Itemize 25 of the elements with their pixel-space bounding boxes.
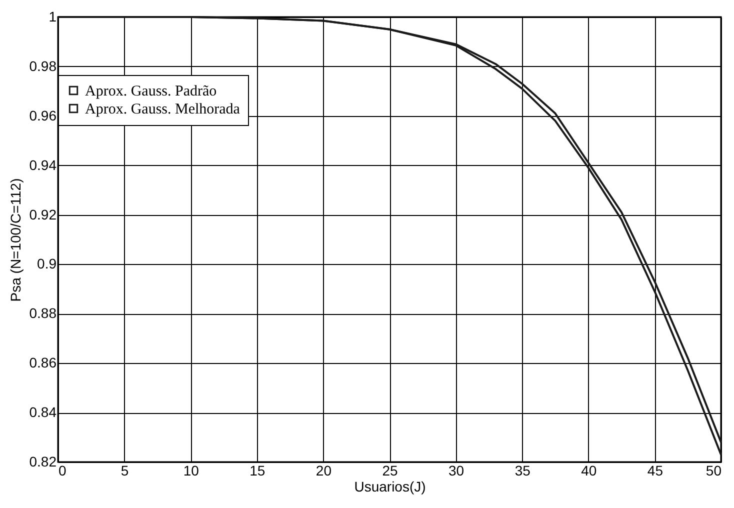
x-tick-label: 10	[183, 462, 200, 478]
x-tick-label: 40	[581, 462, 597, 478]
legend-label: Aprox. Gauss. Padrão	[85, 84, 217, 100]
x-tick-label: 30	[448, 462, 464, 478]
x-tick-label: 5	[120, 462, 129, 478]
y-axis-title: Psa (N=100/C=112)	[7, 178, 24, 302]
x-tick-label: 45	[647, 462, 664, 478]
y-tick-label: 0.82	[29, 454, 57, 470]
y-tick-label: 0.84	[29, 404, 57, 420]
y-tick-label: 0.94	[29, 156, 57, 173]
y-tick-label: 1	[48, 8, 57, 24]
y-tick-label: 0.98	[29, 58, 57, 74]
y-tick-label: 0.96	[29, 107, 57, 124]
y-tick-label: 0.92	[29, 206, 57, 222]
y-tick-label: 0.88	[29, 305, 57, 322]
x-tick-label: 0	[58, 462, 66, 478]
x-tick-label: 50	[706, 462, 722, 478]
y-tick-label: 0.9	[37, 256, 57, 272]
x-axis-title: Usuarios(J)	[354, 478, 426, 494]
x-tick-label: 25	[382, 462, 398, 478]
legend-label: Aprox. Gauss. Melhorada	[85, 102, 240, 118]
x-tick-label: 15	[250, 462, 266, 478]
x-tick-label: 35	[514, 462, 531, 478]
x-tick-label: 20	[316, 462, 332, 478]
y-tick-label: 0.86	[29, 354, 57, 371]
